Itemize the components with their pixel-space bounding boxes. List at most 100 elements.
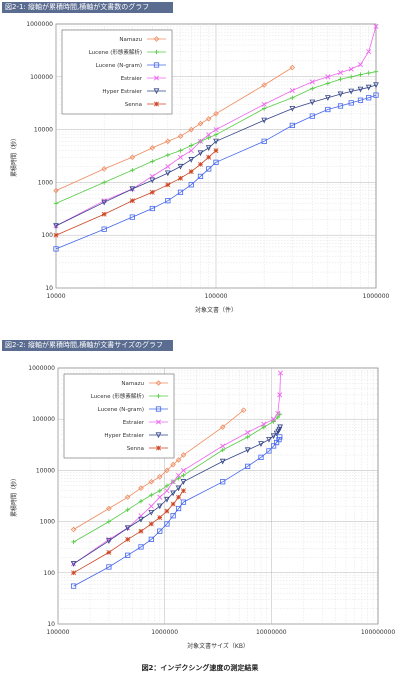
legend-label: Lucene (形態素解析) — [91, 392, 144, 400]
data-point — [70, 526, 77, 533]
legend-marker — [156, 393, 161, 399]
data-point — [149, 189, 155, 195]
data-point — [170, 501, 176, 507]
data-point — [180, 452, 187, 458]
legend-marker — [155, 380, 162, 386]
data-point — [180, 488, 186, 494]
data-point — [258, 441, 264, 447]
data-point — [157, 494, 163, 500]
data-point — [245, 463, 251, 469]
data-point — [338, 77, 343, 82]
data-point — [164, 508, 170, 514]
data-point — [70, 561, 77, 567]
series-line — [55, 150, 217, 236]
data-point — [189, 143, 194, 148]
data-point — [213, 127, 219, 133]
x-tick-label: 1000000 — [363, 293, 390, 300]
figure-1-header: 図2-1: 縦軸が累積時間,横軸が文書数のグラフ — [2, 2, 173, 13]
data-point — [197, 120, 204, 127]
data-point — [197, 173, 204, 179]
series-2 — [53, 69, 379, 206]
data-point — [71, 570, 77, 576]
data-point — [124, 494, 131, 500]
data-point — [53, 223, 59, 229]
data-point — [188, 148, 194, 154]
data-point — [310, 86, 315, 91]
series-1 — [70, 407, 247, 533]
data-point — [138, 485, 144, 491]
data-point — [337, 91, 344, 98]
data-point — [101, 226, 107, 232]
legend-marker — [154, 101, 159, 107]
data-point — [170, 461, 176, 468]
y-tick-label: 10 — [45, 285, 53, 292]
series-line — [73, 426, 281, 565]
legend-label: Lucene (N-gram) — [96, 63, 142, 69]
data-point — [181, 473, 186, 478]
data-point — [53, 187, 59, 194]
data-point — [213, 159, 219, 165]
legend-label: Estraier — [123, 420, 145, 426]
data-point — [358, 72, 363, 77]
data-point — [309, 79, 315, 85]
data-point — [277, 434, 283, 440]
data-point — [53, 201, 59, 206]
series-line — [73, 409, 244, 530]
data-point — [164, 467, 170, 474]
data-point — [220, 479, 226, 485]
data-point — [373, 69, 379, 74]
series-6 — [71, 488, 186, 576]
data-point — [357, 62, 364, 68]
legend-label: Estraier — [121, 76, 143, 82]
data-point — [271, 419, 276, 424]
data-point — [366, 95, 372, 101]
data-point — [275, 410, 281, 416]
legend-marker — [153, 88, 160, 95]
legend-label: Hyper Estraier — [102, 89, 142, 95]
y-tick-label: 10 — [47, 621, 55, 628]
data-point — [180, 467, 186, 473]
data-point — [348, 88, 355, 95]
data-point — [125, 536, 131, 542]
data-point — [175, 457, 182, 463]
data-point — [266, 436, 272, 443]
data-point — [106, 549, 112, 555]
data-point — [138, 516, 144, 523]
data-point — [157, 528, 163, 534]
series-line — [55, 94, 377, 250]
data-point — [165, 182, 171, 188]
data-point — [175, 505, 182, 512]
data-point — [148, 478, 155, 485]
data-point — [188, 126, 194, 133]
data-point — [106, 538, 112, 544]
data-point — [149, 145, 156, 151]
x-axis-label: 対象文書サイズ（KB） — [187, 642, 249, 650]
legend-label: Hyper Estraier — [104, 433, 144, 439]
data-point — [101, 211, 107, 217]
data-point — [148, 521, 154, 527]
data-point — [180, 479, 187, 485]
data-point — [148, 536, 154, 542]
data-point — [148, 503, 154, 509]
data-point — [197, 150, 204, 157]
data-point — [138, 528, 144, 534]
data-point — [213, 148, 219, 154]
figure-2-header: 図2-2: 縦軸が累積時間,横軸が文書サイズのグラフ — [2, 340, 173, 351]
data-point — [206, 135, 211, 140]
chart-1: 10 100 1000 10000 100000 1000000 10000 100000 10… — [10, 21, 390, 314]
legend-marker — [155, 406, 162, 412]
grid — [57, 368, 378, 625]
data-point — [261, 82, 267, 88]
legend-marker — [155, 432, 162, 439]
data-point — [270, 443, 277, 449]
data-point — [277, 424, 284, 431]
legend-marker — [153, 36, 160, 42]
series-2 — [71, 412, 282, 545]
data-point — [261, 101, 267, 107]
y-axis-label: 累積時間（秒） — [10, 475, 18, 517]
series-3 — [53, 92, 379, 252]
data-point — [156, 503, 163, 510]
data-point — [309, 99, 316, 106]
data-point — [206, 132, 212, 138]
data-point — [164, 483, 170, 489]
